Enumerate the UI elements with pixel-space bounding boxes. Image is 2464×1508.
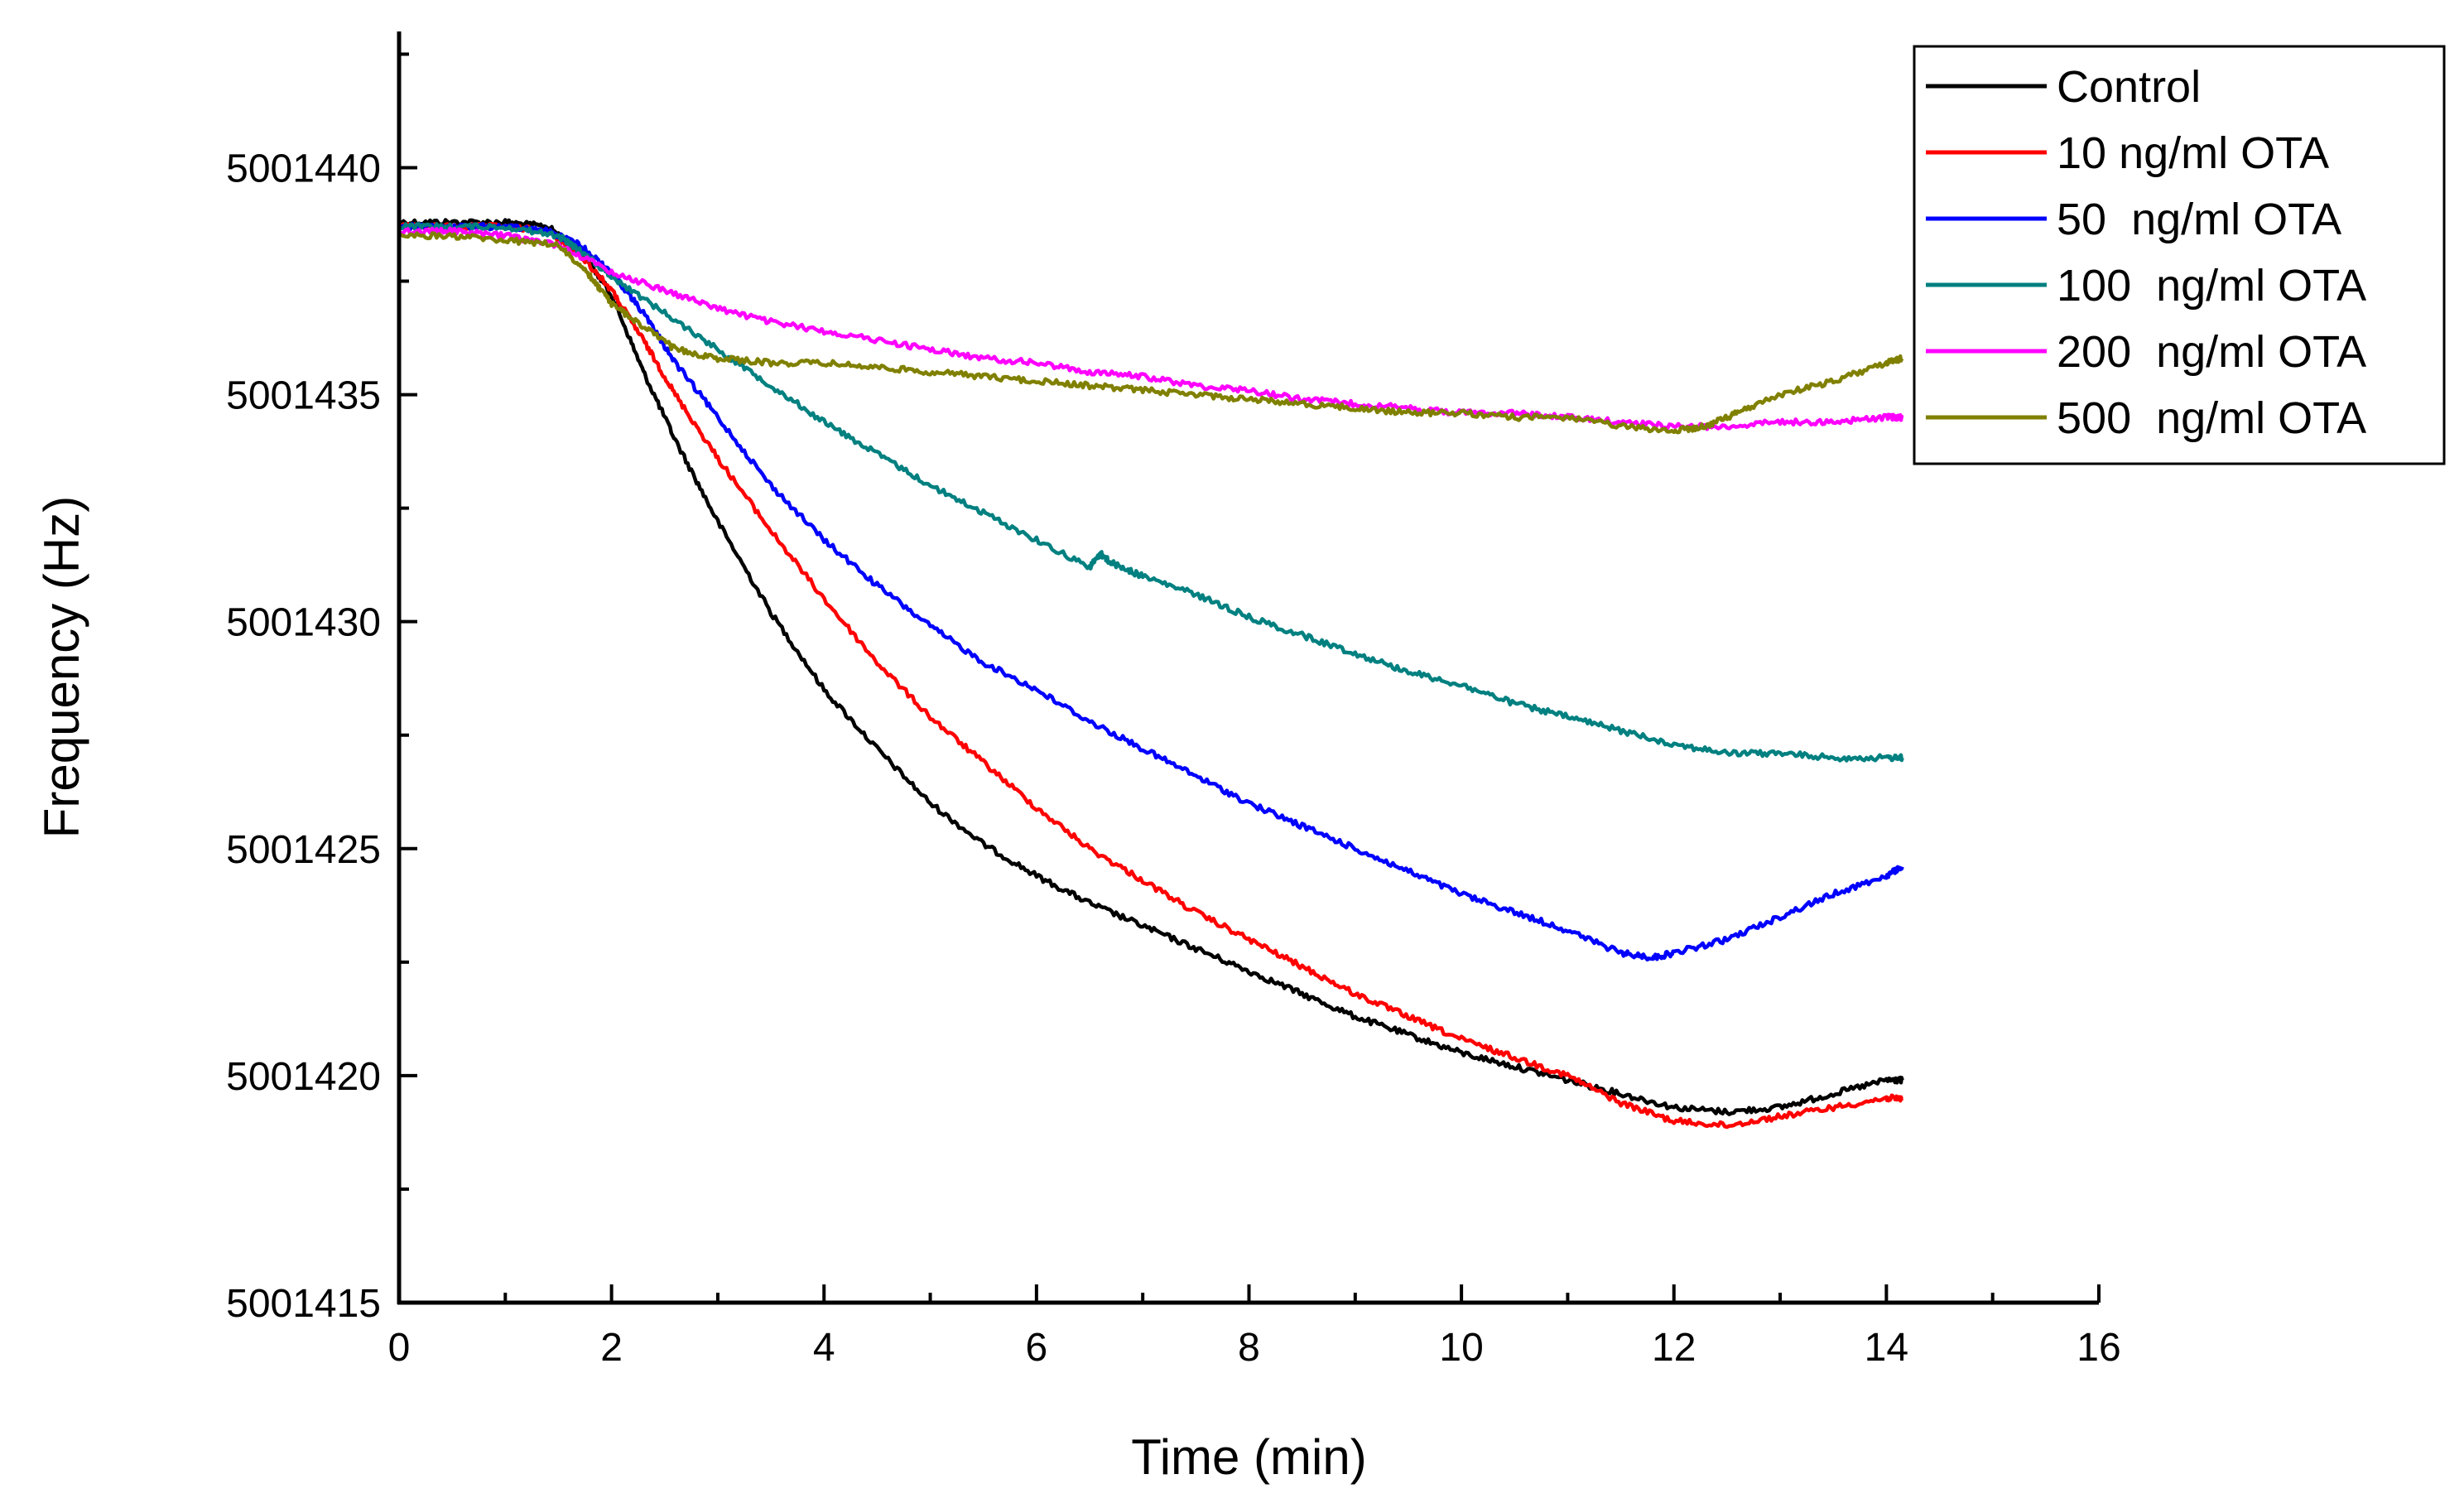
series-line-2 [397, 221, 1904, 1130]
legend: Control 10 ng/ml OTA 50 ng/ml OTA 100 ng/ml… [1913, 45, 2446, 465]
x-tick-label: 6 [1026, 1326, 1048, 1370]
series-layer [397, 218, 1904, 1130]
legend-label-3: 50 ng/ml OTA [2057, 195, 2341, 244]
series-line-6 [398, 231, 1904, 435]
axes-layer: 0 2 4 6 8 10 12 14 16 5001415 5001420 5001425 500143… [34, 31, 2121, 1485]
legend-box [1913, 45, 2446, 465]
legend-label-6: 500 ng/ml OTA [2057, 393, 2366, 443]
x-tick-label: 8 [1238, 1326, 1260, 1370]
legend-label-5: 200 ng/ml OTA [2057, 327, 2366, 377]
x-tick-label: 12 [1652, 1326, 1696, 1370]
x-tick-label: 4 [813, 1326, 835, 1370]
series-line-4 [397, 222, 1904, 763]
y-axis-label: Frequency (Hz) [34, 496, 89, 838]
y-tick-label: 5001440 [226, 147, 381, 190]
series-line-3 [398, 222, 1904, 962]
legend-label-2: 10 ng/ml OTA [2057, 128, 2329, 178]
legend-label-1: Control [2057, 62, 2201, 112]
y-tick-label: 5001415 [226, 1282, 381, 1326]
y-tick-label: 5001430 [226, 601, 381, 645]
x-tick-label: 16 [2077, 1326, 2120, 1370]
y-tick-label: 5001425 [226, 828, 381, 872]
y-tick-label: 5001420 [226, 1055, 381, 1099]
x-tick-label: 14 [1865, 1326, 1908, 1370]
x-tick-label: 10 [1439, 1326, 1483, 1370]
x-tick-label: 0 [388, 1326, 411, 1370]
y-tick-label: 5001435 [226, 374, 381, 418]
x-tick-label: 2 [600, 1326, 623, 1370]
legend-label-4: 100 ng/ml OTA [2057, 261, 2366, 311]
x-axis-label: Time (min) [1131, 1429, 1366, 1485]
